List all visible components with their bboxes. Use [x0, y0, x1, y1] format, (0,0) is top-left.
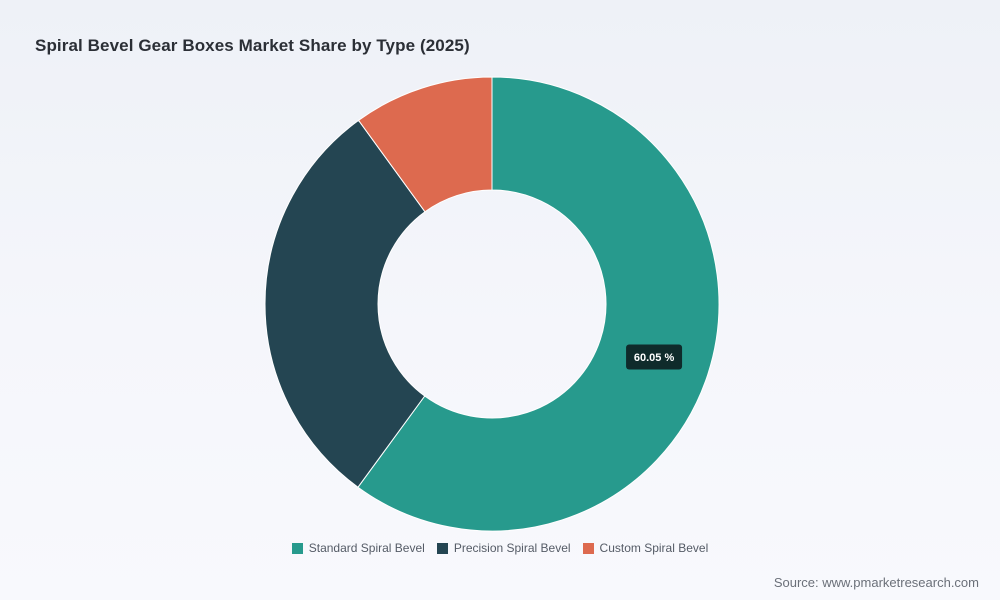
source-note: Source: www.pmarketresearch.com: [773, 575, 979, 590]
slice-standard[interactable]: [357, 76, 720, 532]
chart-title: Spiral Bevel Gear Boxes Market Share by …: [35, 36, 470, 55]
legend-item-precision[interactable]: Precision Spiral Bevel: [436, 541, 571, 555]
data-label-standard: 60.05 %: [626, 344, 683, 370]
legend-swatch-precision: [436, 542, 448, 554]
data-label-text: 60.05 %: [634, 352, 675, 364]
legend-item-custom[interactable]: Custom Spiral Bevel: [582, 541, 709, 555]
chart-legend: Standard Spiral Bevel Precision Spiral B…: [0, 541, 1000, 555]
legend-label-standard: Standard Spiral Bevel: [308, 541, 425, 555]
slice-precision[interactable]: [264, 119, 426, 488]
slice-custom[interactable]: [357, 76, 493, 213]
legend-item-standard[interactable]: Standard Spiral Bevel: [291, 541, 425, 555]
legend-label-precision: Precision Spiral Bevel: [453, 541, 571, 555]
legend-label-custom: Custom Spiral Bevel: [599, 541, 709, 555]
data-label-background: [626, 344, 683, 370]
legend-swatch-standard: [291, 542, 303, 554]
legend-swatch-custom: [582, 542, 594, 554]
